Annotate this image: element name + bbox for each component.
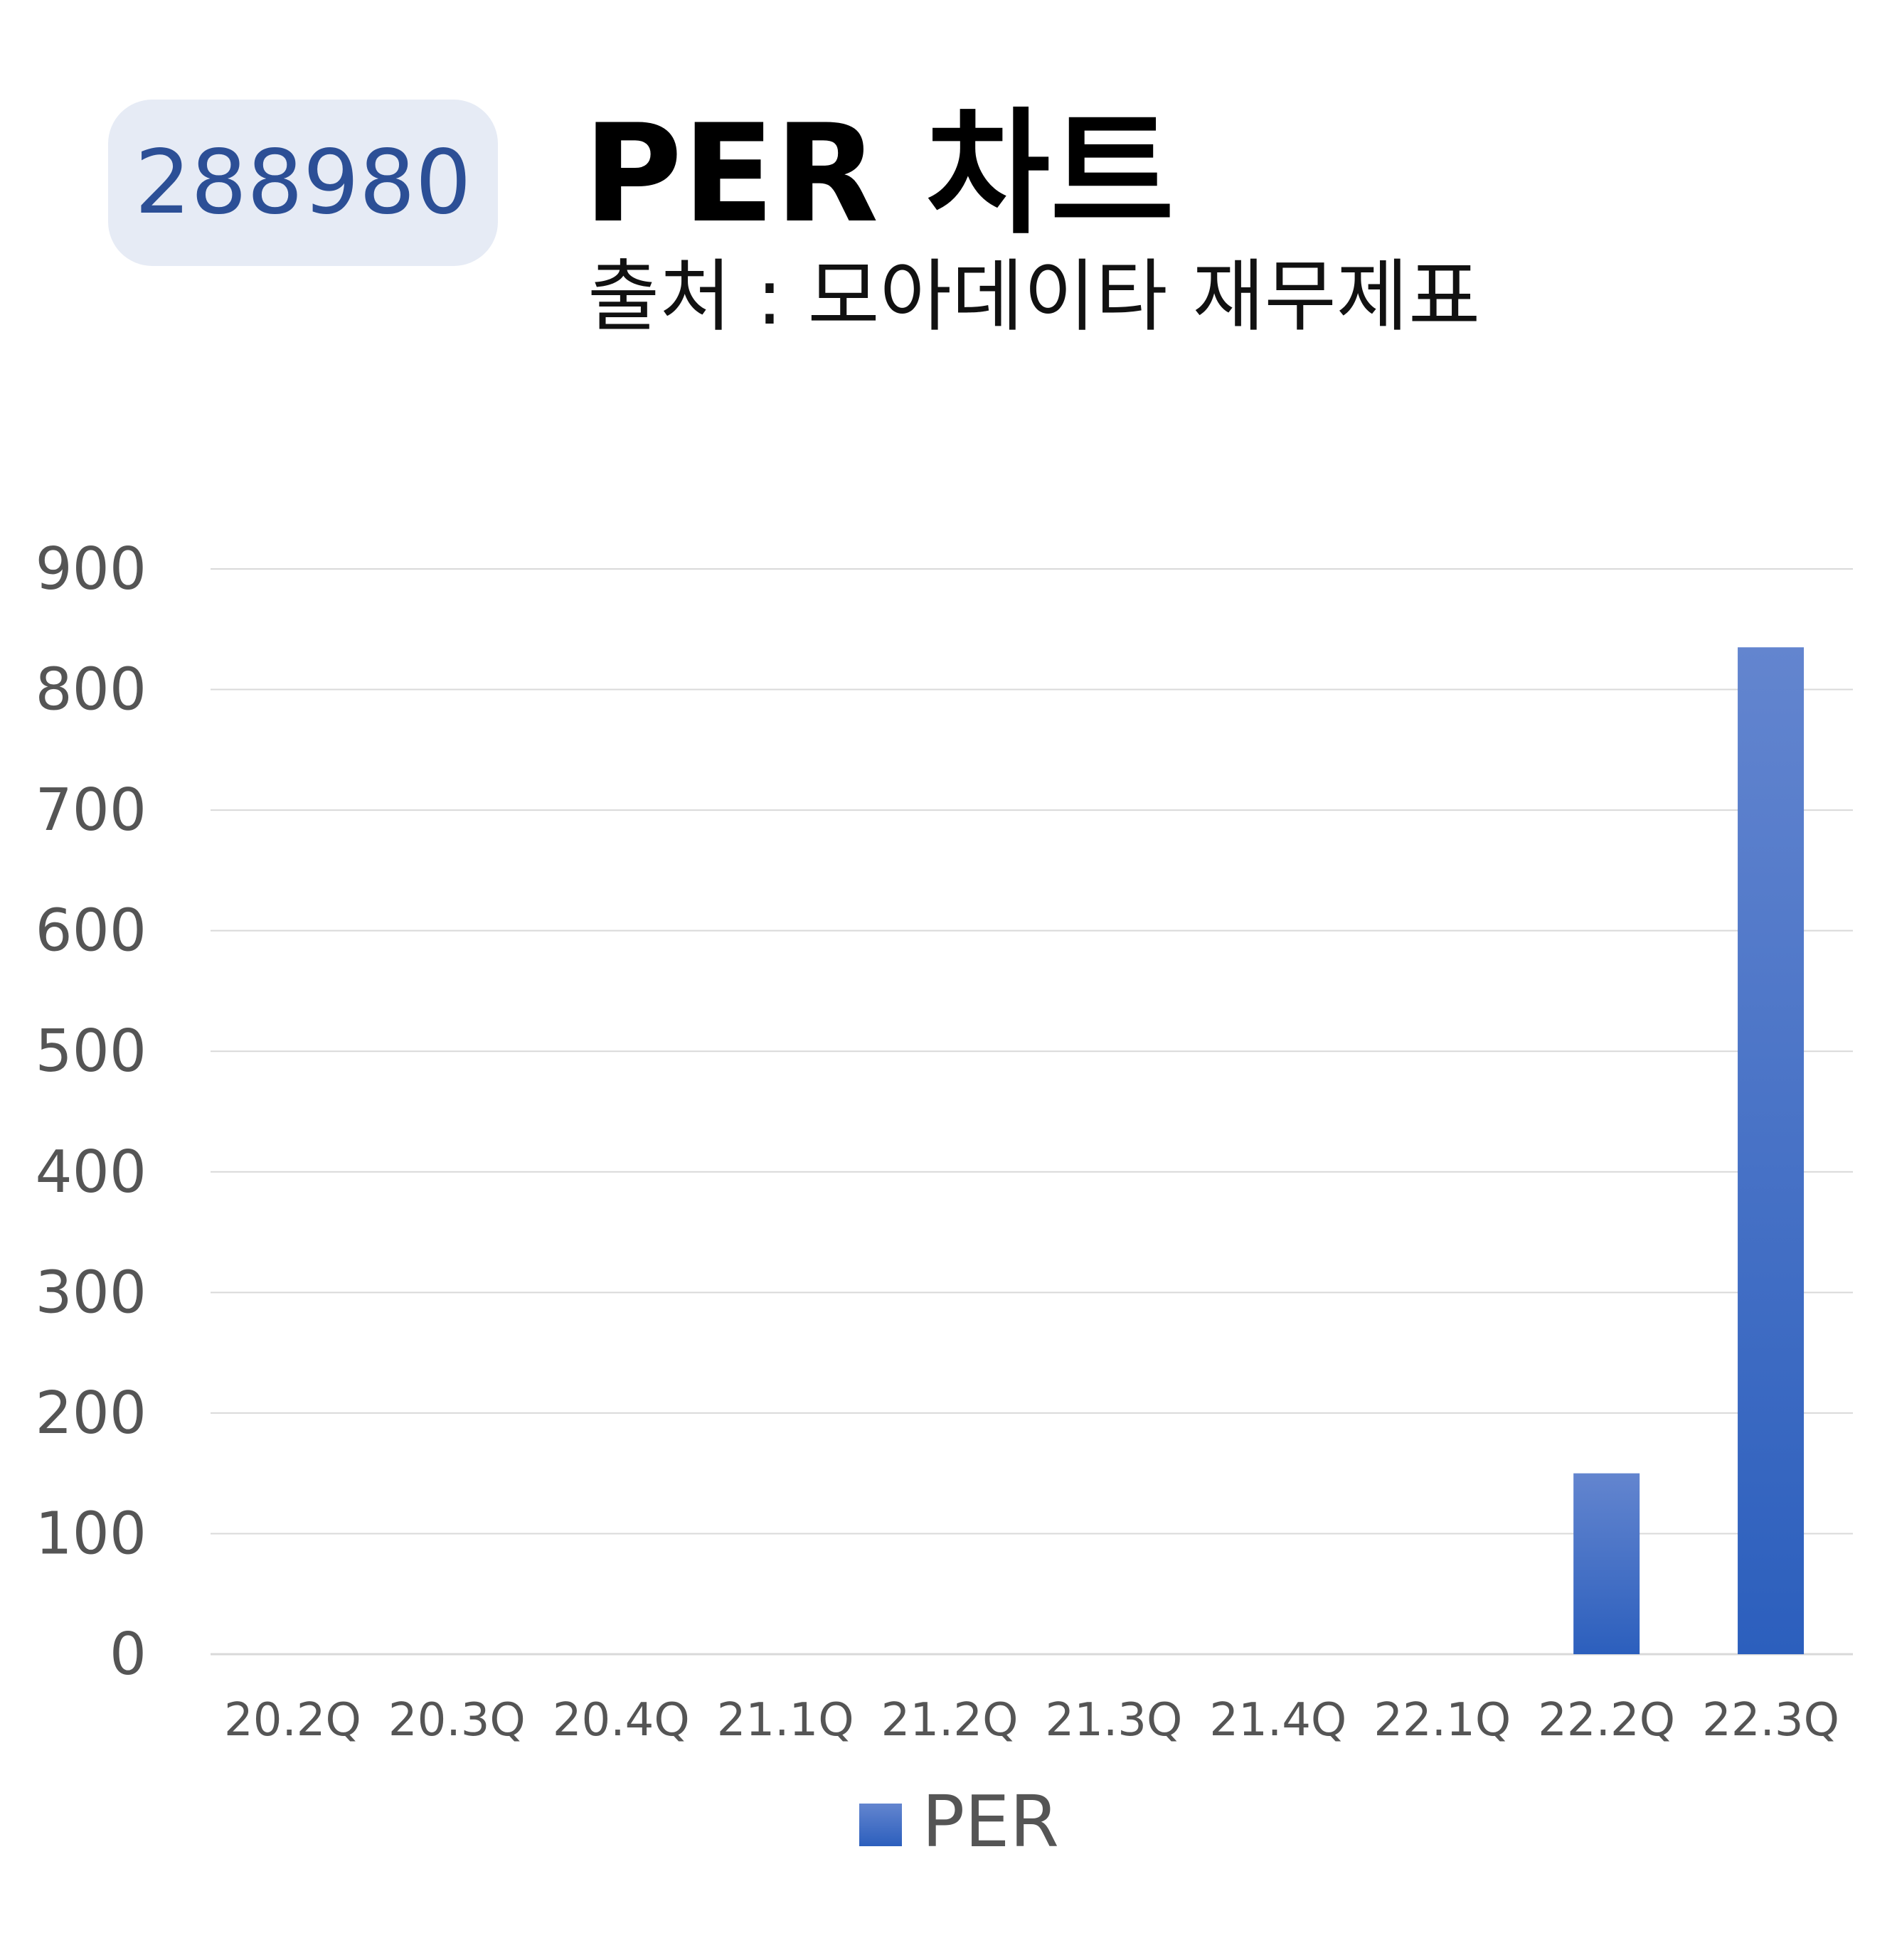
legend: PER: [859, 1780, 1059, 1863]
legend-label: PER: [922, 1780, 1059, 1863]
x-tick-label: 20.3Q: [388, 1694, 526, 1747]
y-tick-label: 300: [35, 1259, 147, 1326]
bar-22.3Q: [1738, 647, 1805, 1654]
x-tick-label: 21.1Q: [717, 1694, 854, 1747]
y-tick-label: 700: [35, 777, 147, 844]
y-tick-label: 100: [35, 1500, 147, 1567]
chart-source: 출처 : 모아데이타 재무제표: [588, 251, 1481, 342]
y-tick-label: 500: [35, 1018, 147, 1085]
y-axis-ticks: 0 100 200 300 400 500 600 700 800 900: [35, 536, 147, 1688]
y-tick-label: 600: [35, 898, 147, 965]
chart-title: PER 차트: [583, 95, 1175, 252]
y-tick-label: 400: [35, 1139, 147, 1206]
x-axis-ticks: 20.2Q 20.3Q 20.4Q 21.1Q 21.2Q 21.3Q 21.4Q 22.1Q…: [224, 1694, 1839, 1747]
x-tick-label: 20.4Q: [553, 1694, 690, 1747]
legend-swatch: [859, 1804, 902, 1846]
x-tick-label: 22.3Q: [1702, 1694, 1839, 1747]
x-tick-label: 22.2Q: [1538, 1694, 1675, 1747]
x-tick-label: 22.1Q: [1373, 1694, 1511, 1747]
x-tick-label: 21.4Q: [1209, 1694, 1346, 1747]
bars: [1573, 647, 1805, 1654]
stock-code-badge: 288980: [108, 100, 498, 266]
x-tick-label: 21.3Q: [1046, 1694, 1183, 1747]
y-tick-label: 200: [35, 1380, 147, 1447]
stock-code: 288980: [134, 132, 472, 234]
x-tick-label: 20.2Q: [224, 1694, 361, 1747]
y-tick-label: 900: [35, 536, 147, 603]
y-tick-label: 0: [110, 1621, 147, 1688]
bar-22.2Q: [1573, 1473, 1640, 1654]
x-tick-label: 21.2Q: [881, 1694, 1019, 1747]
y-tick-label: 800: [35, 656, 147, 724]
